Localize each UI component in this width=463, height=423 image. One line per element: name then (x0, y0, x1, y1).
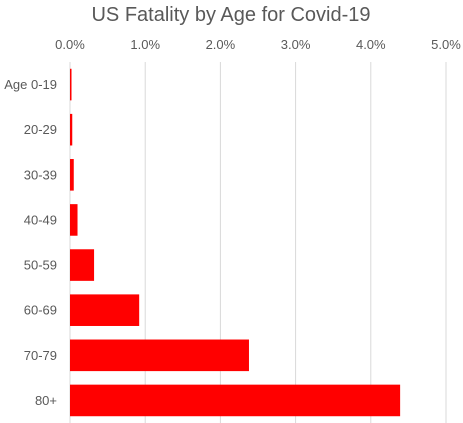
x-axis-ticks: 0.0% 1.0% 2.0% 3.0% 4.0% 5.0% (55, 37, 461, 52)
bar (70, 68, 72, 101)
chart-title: US Fatality by Age for Covid-19 (91, 4, 370, 26)
x-tick-label: 0.0% (55, 37, 85, 52)
bar (70, 249, 95, 281)
x-tick-label: 3.0% (281, 37, 311, 52)
y-tick-label: 20-29 (24, 122, 57, 137)
y-tick-label: 30-39 (24, 167, 57, 182)
bar (70, 204, 78, 236)
bar (70, 339, 249, 372)
bars (70, 68, 401, 417)
bar (70, 113, 73, 146)
y-tick-label: 40-49 (24, 212, 57, 227)
x-tick-label: 4.0% (356, 37, 386, 52)
bar (70, 384, 401, 417)
y-tick-label: 80+ (35, 393, 57, 408)
x-tick-label: 2.0% (206, 37, 236, 52)
bar (70, 294, 140, 326)
bar (70, 159, 74, 191)
y-tick-label: 70-79 (24, 348, 57, 363)
y-tick-label: 60-69 (24, 303, 57, 318)
x-tick-label: 1.0% (130, 37, 160, 52)
y-axis-ticks: Age 0-19 20-29 30-39 40-49 50-59 60-69 70-79 80… (4, 77, 57, 408)
x-tick-label: 5.0% (431, 37, 461, 52)
y-tick-label: 50-59 (24, 258, 57, 273)
y-tick-label: Age 0-19 (4, 77, 57, 92)
